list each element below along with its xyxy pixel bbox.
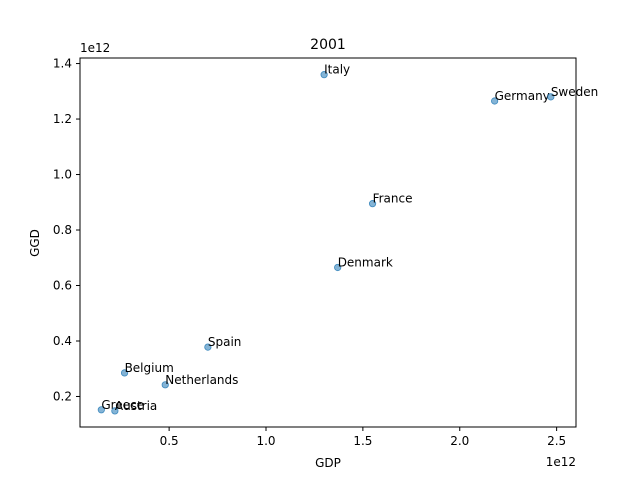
point-label: Netherlands <box>165 373 238 387</box>
y-tick-label: 0.4 <box>53 334 72 348</box>
data-point <box>120 369 129 377</box>
x-tick-label: 1.0 <box>256 434 275 448</box>
x-axis-label: GDP <box>315 456 341 470</box>
y-tick-label: 1.2 <box>53 112 72 126</box>
y-tick-label: 0.2 <box>53 389 72 403</box>
y-tick-label: 0.6 <box>53 279 72 293</box>
data-point <box>491 97 499 105</box>
y-axis-label: GGD <box>28 229 42 257</box>
y-tick-label: 1.4 <box>53 57 72 71</box>
point-label: Sweden <box>551 85 598 99</box>
plot-marks: 0.5 1.0 1.5 2.0 2.5 0.2 0.4 0.6 0.8 1.0 1.2 1.4 Ital… <box>53 57 598 448</box>
x-tick-label: 0.5 <box>160 434 179 448</box>
chart-title: 2001 <box>310 37 346 53</box>
y-offset-label: 1e12 <box>80 41 110 55</box>
point-label: Italy <box>324 63 350 77</box>
point-label: Denmark <box>338 255 393 269</box>
point-label: Greece <box>101 398 144 412</box>
data-point <box>111 407 119 415</box>
point-label: Austria <box>115 399 157 413</box>
x-offset-label: 1e12 <box>546 455 576 469</box>
data-point <box>161 381 169 389</box>
x-tick-label: 1.5 <box>353 434 372 448</box>
point-label: Spain <box>208 335 242 349</box>
x-tick-label: 2.0 <box>450 434 469 448</box>
plot-frame <box>79 57 577 428</box>
data-point <box>320 71 328 79</box>
data-point <box>204 343 212 351</box>
y-tick-label: 0.8 <box>53 223 72 237</box>
point-label: Germany <box>495 89 550 103</box>
point-label: Belgium <box>125 361 174 375</box>
data-point <box>368 200 377 208</box>
data-point <box>97 406 105 414</box>
point-label: France <box>373 192 413 206</box>
data-point <box>334 263 342 272</box>
y-tick-label: 1.0 <box>53 168 72 182</box>
data-point <box>547 93 555 101</box>
x-tick-label: 2.5 <box>547 434 566 448</box>
